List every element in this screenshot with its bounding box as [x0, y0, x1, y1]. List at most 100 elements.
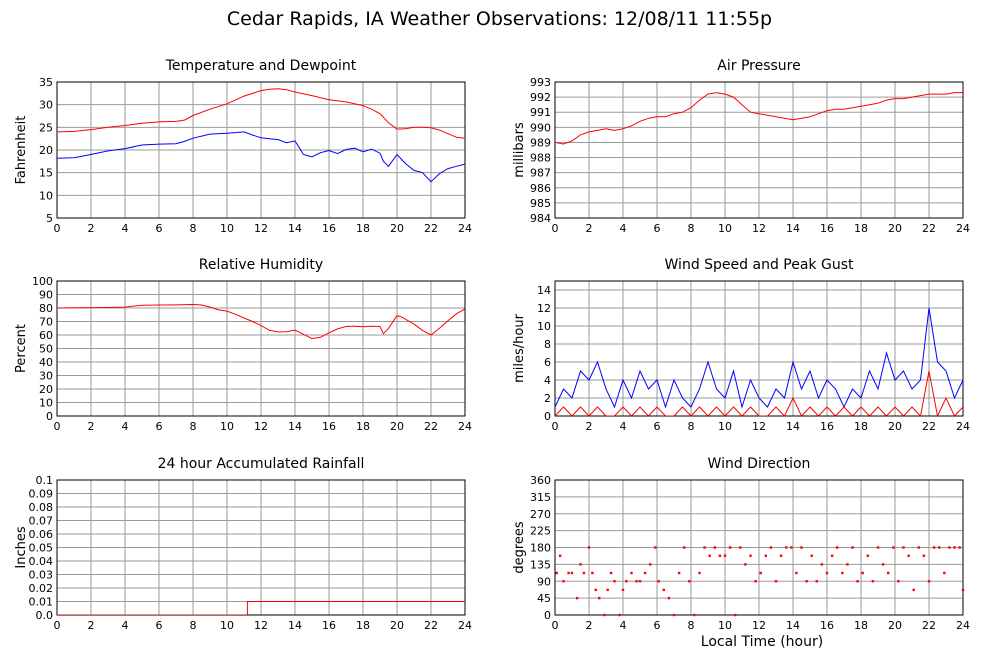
x-tick-label: 12: [254, 619, 268, 632]
data-point: [887, 571, 890, 575]
data-point: [851, 546, 854, 549]
data-point: [728, 546, 732, 549]
data-point: [567, 571, 570, 575]
y-tick-label: 5: [46, 212, 53, 225]
y-tick-label: 80: [39, 302, 53, 315]
data-point: [703, 546, 706, 549]
x-tick-label: 12: [254, 420, 268, 433]
data-point: [562, 580, 565, 583]
y-tick-label: 986: [530, 182, 551, 195]
x-tick-label: 22: [424, 222, 438, 235]
x-tick-label: 8: [190, 420, 197, 433]
x-tick-label: 4: [620, 420, 627, 433]
data-point: [892, 546, 895, 549]
x-tick-label: 0: [552, 619, 559, 632]
y-tick-label: 45: [537, 592, 551, 605]
x-tick-label: 22: [424, 619, 438, 632]
x-tick-label: 2: [88, 420, 95, 433]
data-point: [805, 580, 808, 583]
data-point: [625, 580, 628, 583]
data-point: [785, 546, 788, 549]
data-point: [800, 546, 803, 549]
x-tick-label: 20: [888, 420, 902, 433]
y-tick-label: 0: [544, 609, 551, 622]
data-point: [764, 554, 767, 557]
data-point: [723, 554, 727, 557]
data-point: [943, 571, 946, 575]
series-line-0: [555, 92, 963, 145]
y-tick-label: 984: [530, 212, 551, 225]
data-point: [587, 546, 591, 549]
plot-frame: [56, 81, 466, 219]
y-tick-label: 14: [537, 284, 551, 297]
data-point: [927, 580, 931, 583]
y-tick-label: 12: [537, 302, 551, 315]
data-point: [734, 613, 737, 617]
series-line-0: [57, 303, 465, 340]
data-point: [693, 613, 696, 617]
x-tick-label: 2: [88, 222, 95, 235]
y-tick-label: 10: [39, 397, 53, 410]
x-tick-label: 2: [586, 619, 593, 632]
x-tick-label: 20: [390, 420, 404, 433]
data-point: [790, 546, 793, 549]
y-tick-label: 0: [544, 410, 551, 423]
data-point: [779, 554, 783, 557]
x-tick-label: 10: [220, 222, 234, 235]
data-point: [739, 546, 742, 549]
x-tick-label: 14: [288, 619, 302, 632]
x-tick-label: 24: [956, 222, 970, 235]
x-tick-label: 12: [752, 222, 766, 235]
chart-title: 24 hour Accumulated Rainfall: [158, 456, 365, 472]
y-tick-label: 20: [39, 383, 53, 396]
y-tick-label: 30: [39, 99, 53, 112]
x-tick-label: 20: [888, 222, 902, 235]
y-axis-label: miles/hour: [512, 313, 527, 382]
x-tick-label: 24: [956, 420, 970, 433]
x-tick-label: 16: [820, 420, 834, 433]
data-point: [662, 588, 665, 592]
y-tick-label: 25: [39, 121, 53, 134]
y-tick-label: 0.01: [29, 596, 54, 609]
x-tick-label: 18: [854, 619, 868, 632]
plot-frame: [554, 479, 964, 616]
y-tick-label: 0.03: [29, 569, 54, 582]
data-point: [594, 588, 597, 592]
data-point: [630, 571, 633, 575]
x-tick-label: 24: [956, 619, 970, 632]
data-point: [591, 571, 594, 575]
y-tick-label: 6: [544, 356, 551, 369]
data-point: [836, 546, 839, 549]
x-tick-label: 20: [390, 222, 404, 235]
y-tick-label: 988: [530, 152, 551, 165]
data-point: [657, 580, 660, 583]
data-point: [558, 554, 562, 557]
x-tick-label: 4: [620, 619, 627, 632]
x-tick-label: 18: [854, 222, 868, 235]
x-tick-label: 24: [458, 420, 472, 433]
x-tick-label: 8: [688, 420, 695, 433]
y-tick-label: 10: [39, 189, 53, 202]
data-point: [897, 580, 900, 583]
data-point: [667, 596, 671, 600]
data-point: [654, 546, 657, 549]
data-point: [769, 546, 773, 549]
x-tick-label: 10: [220, 420, 234, 433]
x-tick-label: 6: [156, 222, 163, 235]
data-point: [582, 571, 586, 575]
plot-frame: [56, 479, 466, 616]
chart-title: Wind Direction: [708, 456, 811, 472]
data-point: [774, 580, 778, 583]
y-tick-label: 0.0: [36, 609, 54, 622]
data-point: [830, 554, 834, 557]
x-tick-label: 0: [54, 222, 61, 235]
x-tick-label: 4: [122, 420, 129, 433]
y-tick-label: 0.08: [29, 501, 54, 514]
x-tick-label: 22: [424, 420, 438, 433]
x-tick-label: 16: [820, 222, 834, 235]
data-point: [856, 580, 859, 583]
data-point: [683, 546, 686, 549]
